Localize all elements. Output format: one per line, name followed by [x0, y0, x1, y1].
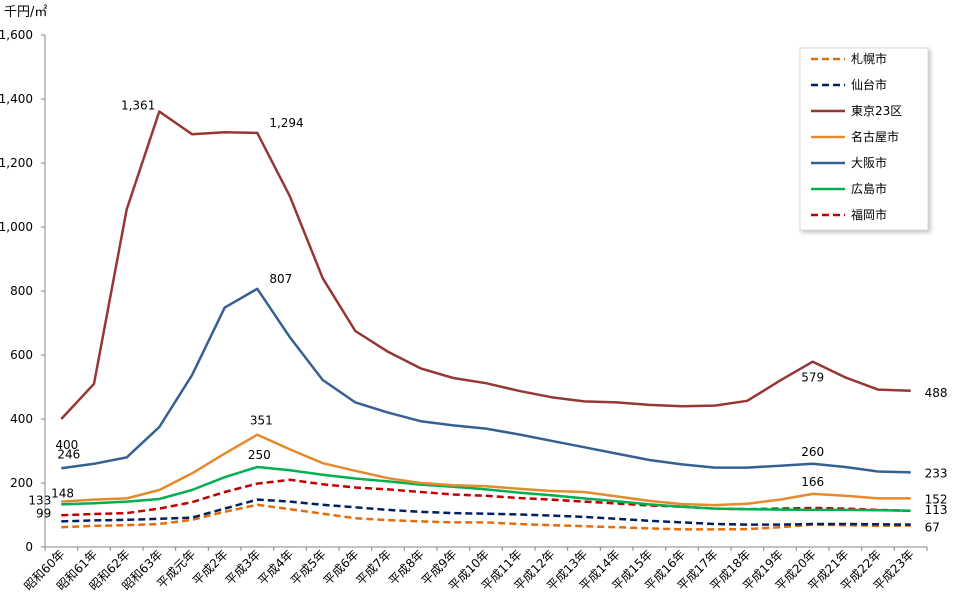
y-tick-label: 800 [10, 284, 33, 298]
data-label: 246 [57, 447, 80, 461]
series-line [61, 465, 911, 513]
y-axis-unit-label: 千円/㎡ [4, 5, 47, 20]
y-tick-label: 0 [25, 540, 33, 554]
data-label: 260 [801, 445, 824, 459]
data-label: 152 [925, 492, 948, 506]
data-label: 233 [925, 466, 948, 480]
data-label: 1,361 [121, 98, 155, 112]
x-tick-label: 平成7年 [353, 547, 394, 588]
data-label: 1,294 [269, 116, 303, 130]
legend-label: 福岡市 [851, 207, 887, 222]
x-tick-label: 平成4年 [255, 547, 296, 588]
data-label: 99 [36, 506, 51, 520]
data-label: 351 [250, 414, 273, 428]
x-tick-label: 平成3年 [223, 547, 264, 588]
data-label: 488 [925, 386, 948, 400]
data-label: 807 [269, 272, 292, 286]
x-tick-label: 平成8年 [386, 547, 427, 588]
legend-label: 仙台市 [851, 77, 887, 92]
series-line [60, 110, 911, 420]
y-tick-label: 1,200 [0, 156, 33, 170]
y-tick-label: 1,400 [0, 92, 33, 106]
y-axis: 0 200 400 600 800 1,000 1,200 1,400 1,600 [0, 28, 46, 554]
data-label: 579 [801, 371, 824, 385]
data-label: 133 [28, 493, 51, 507]
x-tick-label: 平成5年 [288, 547, 329, 588]
legend-label: 東京23区 [851, 104, 902, 118]
legend-label: 広島市 [851, 181, 887, 196]
data-label: 148 [51, 487, 74, 501]
y-tick-label: 200 [10, 476, 33, 490]
data-label: 250 [248, 448, 271, 462]
x-tick-label: 平成6年 [321, 547, 362, 588]
series-line [61, 287, 911, 474]
data-label: 113 [925, 503, 948, 517]
y-tick-label: 600 [10, 348, 33, 362]
data-label: 166 [801, 475, 824, 489]
legend-label: 大阪市 [851, 155, 887, 170]
x-tick-label: 平成2年 [190, 547, 231, 588]
x-axis: 昭和60年昭和61年昭和62年昭和63年平成元年平成2年平成3年平成4年平成5年… [21, 546, 928, 593]
series-line [61, 478, 911, 517]
legend-label: 札幌市 [851, 51, 887, 66]
y-tick-label: 1,000 [0, 220, 33, 234]
data-labels: 400 1,361 1,294 579 488 246 807 260 233 148 351 166… [28, 98, 947, 534]
legend-box [799, 47, 929, 231]
y-tick-label: 1,600 [0, 28, 33, 42]
y-tick-label: 400 [10, 412, 33, 426]
data-label: 400 [55, 438, 78, 452]
legend-label: 名古屋市 [851, 129, 899, 144]
series-line [61, 433, 911, 507]
series-lines [60, 110, 911, 531]
data-label: 67 [925, 521, 940, 535]
